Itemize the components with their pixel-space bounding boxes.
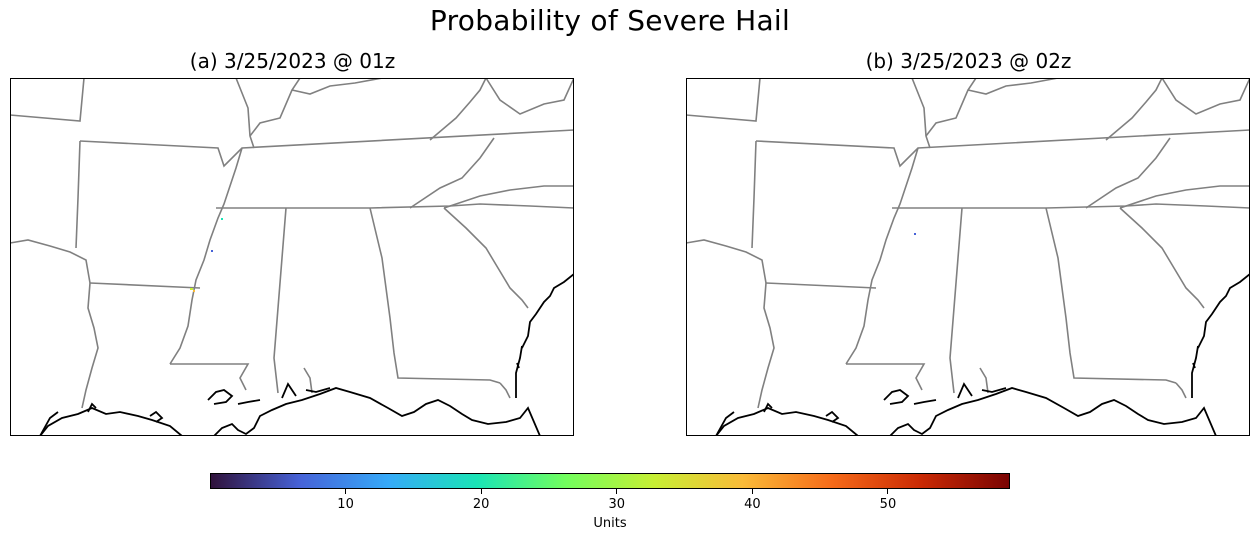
map-b-svg (686, 78, 1250, 436)
state-borders (686, 78, 1250, 409)
map-frame (10, 78, 574, 436)
hail-probability-cells (914, 233, 916, 235)
hail-probability-cells (190, 218, 223, 292)
colorbar-tick (616, 489, 618, 494)
map-panel-b (686, 78, 1250, 436)
panel-a-title: (a) 3/25/2023 @ 01z (189, 49, 396, 73)
map-frame (686, 78, 1250, 436)
colorbar-tick (345, 489, 347, 494)
colorbar-tick-label: 30 (608, 497, 626, 512)
figure-title: Probability of Severe Hail (429, 4, 791, 37)
coastline (39, 273, 574, 436)
colorbar-tick (751, 489, 753, 494)
coastline (715, 273, 1250, 436)
state-borders (10, 78, 574, 409)
colorbar-tick (480, 489, 482, 494)
colorbar-tick (887, 489, 889, 494)
colorbar (210, 473, 1010, 489)
colorbar-label: Units (593, 516, 627, 531)
colorbar-tick-label: 40 (744, 497, 761, 512)
map-a-svg (10, 78, 574, 436)
map-panel-a (10, 78, 574, 436)
colorbar-tick-label: 10 (337, 497, 354, 512)
panel-b-title: (b) 3/25/2023 @ 02z (865, 49, 1072, 73)
colorbar-tick-label: 50 (879, 497, 897, 512)
colorbar-tick-label: 20 (472, 497, 490, 512)
